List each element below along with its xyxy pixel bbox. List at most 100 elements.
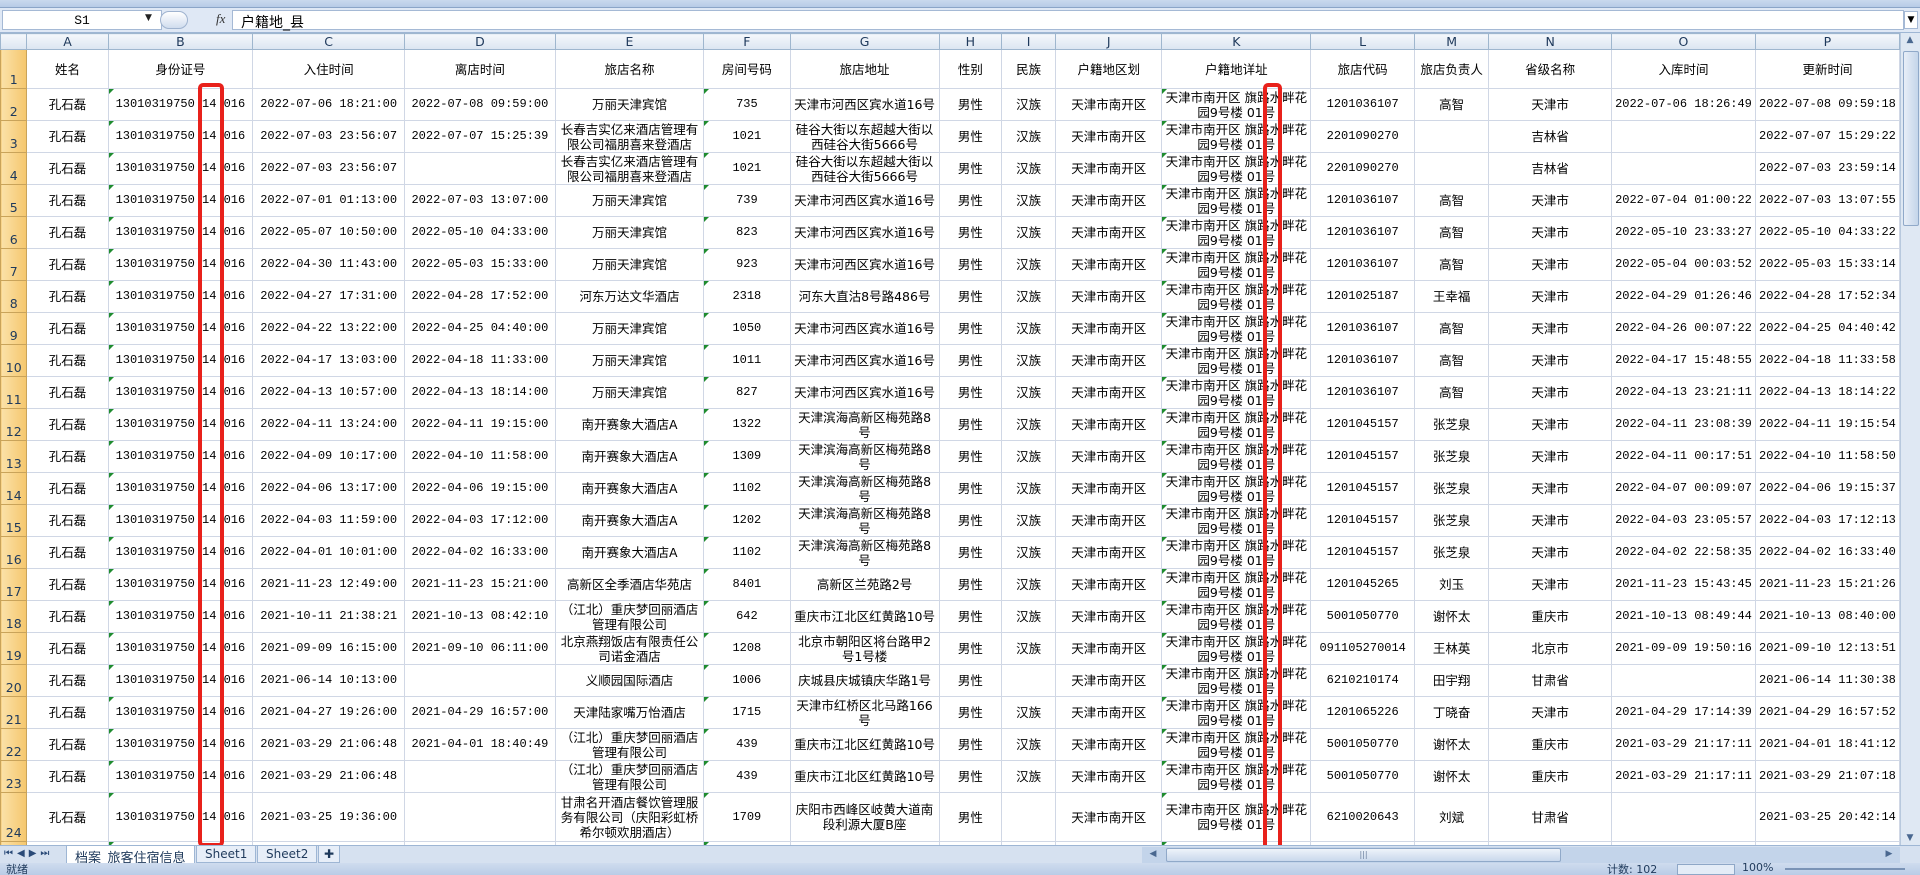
view-mode-buttons[interactable] bbox=[1677, 864, 1735, 875]
cell[interactable]: 13010319750 14 016 bbox=[107, 728, 254, 761]
row-header[interactable]: 16 bbox=[0, 536, 28, 569]
cell[interactable]: 2022-04-29 01:26:46 bbox=[1611, 280, 1756, 313]
cell[interactable]: 2021-10-13 08:40:00 bbox=[1754, 600, 1900, 633]
cell[interactable]: 男性 bbox=[938, 568, 1003, 601]
cell[interactable]: 义顺园国际酒店 bbox=[554, 664, 705, 697]
cell[interactable]: 孔石磊 bbox=[26, 760, 109, 793]
row-header[interactable]: 4 bbox=[0, 152, 28, 185]
cell[interactable]: 天津市 bbox=[1488, 88, 1613, 121]
row-header[interactable]: 14 bbox=[0, 472, 28, 505]
cell[interactable]: 2022-04-25 04:40:00 bbox=[404, 312, 556, 345]
cell[interactable]: 439 bbox=[703, 760, 791, 793]
cell[interactable]: 北京市朝阳区将台路甲2号1号楼 bbox=[789, 632, 940, 665]
cell[interactable]: 天津市南开区 bbox=[1055, 408, 1163, 441]
cell[interactable] bbox=[1001, 664, 1057, 697]
cell[interactable]: 男性 bbox=[938, 216, 1003, 249]
cell[interactable]: 天津市 bbox=[1488, 312, 1613, 345]
cell[interactable]: 2022-04-03 11:59:00 bbox=[252, 504, 406, 537]
header-cell[interactable]: 旅店名称 bbox=[554, 49, 705, 89]
cell[interactable]: 13010319750 14 016 bbox=[107, 664, 254, 697]
header-cell[interactable]: 性别 bbox=[938, 49, 1003, 89]
cell[interactable]: 高智 bbox=[1413, 344, 1490, 377]
cell[interactable]: 天津市南开区 旗路水畔花园9号楼 01号 bbox=[1161, 568, 1312, 601]
cell[interactable]: 2021-10-11 21:38:21 bbox=[252, 600, 406, 633]
cell[interactable]: 2021-04-29 17:14:39 bbox=[1611, 696, 1756, 729]
cell[interactable]: 男性 bbox=[938, 280, 1003, 313]
cell[interactable]: 汉族 bbox=[1001, 600, 1057, 633]
cell[interactable]: 1201045157 bbox=[1310, 504, 1415, 537]
cell[interactable]: 汉族 bbox=[1001, 184, 1057, 217]
cell[interactable]: 男性 bbox=[938, 376, 1003, 409]
cell[interactable]: 天津市南开区 bbox=[1055, 568, 1163, 601]
row-header[interactable]: 8 bbox=[0, 280, 28, 313]
row-header[interactable]: 12 bbox=[0, 408, 28, 441]
cell[interactable]: 2021-04-29 16:57:52 bbox=[1754, 696, 1900, 729]
row-header[interactable]: 7 bbox=[0, 248, 28, 281]
cell[interactable]: 天津市南开区 旗路水畔花园9号楼 01号 bbox=[1161, 696, 1312, 729]
row-header[interactable]: 5 bbox=[0, 184, 28, 217]
cell[interactable]: 1050 bbox=[703, 312, 791, 345]
cell[interactable]: 天津市南开区 bbox=[1055, 88, 1163, 121]
cell[interactable]: 吉林省 bbox=[1488, 120, 1613, 153]
header-cell[interactable]: 省级名称 bbox=[1488, 49, 1613, 89]
cell[interactable]: 天津市南开区 bbox=[1055, 536, 1163, 569]
cell[interactable] bbox=[26, 841, 109, 845]
cell[interactable]: 13010319750 14 016 bbox=[107, 632, 254, 665]
scroll-right-icon[interactable]: ▶ bbox=[1885, 849, 1893, 859]
cell[interactable]: 天津市红桥区北马路166号 bbox=[789, 696, 940, 729]
cell[interactable]: 天津市南开区 旗路水畔花园9号楼 01号 bbox=[1161, 408, 1312, 441]
cell[interactable]: 1201036107 bbox=[1310, 344, 1415, 377]
cell[interactable]: 2021-03-29 21:06:48 bbox=[252, 728, 406, 761]
cell[interactable]: 天津滨海高新区梅苑路8号 bbox=[789, 408, 940, 441]
cell[interactable]: 天津市南开区 bbox=[1055, 728, 1163, 761]
cell[interactable]: 天津市 bbox=[1488, 184, 1613, 217]
cell[interactable]: 13010319750 14 016 bbox=[107, 312, 254, 345]
cell[interactable] bbox=[789, 841, 940, 845]
cell[interactable]: 天津市南开区 bbox=[1055, 760, 1163, 793]
cell[interactable]: 田宇翔 bbox=[1413, 664, 1490, 697]
cell[interactable]: 2022-05-10 04:33:22 bbox=[1754, 216, 1900, 249]
cell[interactable]: 1102 bbox=[703, 536, 791, 569]
cell[interactable]: 天津市河西区宾水道16号 bbox=[789, 376, 940, 409]
cell[interactable]: 甘肃省 bbox=[1488, 664, 1613, 697]
cell[interactable]: 高智 bbox=[1413, 312, 1490, 345]
cell[interactable]: 2021-04-29 16:57:00 bbox=[404, 696, 556, 729]
cell[interactable]: 1102 bbox=[703, 472, 791, 505]
row-header[interactable]: 17 bbox=[0, 568, 28, 601]
cell[interactable]: 2022-05-10 04:33:00 bbox=[404, 216, 556, 249]
cell[interactable]: 1309 bbox=[703, 440, 791, 473]
cell[interactable]: 男性 bbox=[938, 440, 1003, 473]
expand-formula-bar-icon[interactable]: ▼ bbox=[1904, 11, 1918, 29]
cell[interactable]: 天津市南开区 bbox=[1055, 152, 1163, 185]
scroll-left-icon[interactable]: ◀ bbox=[1149, 849, 1157, 859]
cell[interactable]: 2021-03-25 19:36:00 bbox=[252, 792, 406, 842]
cell[interactable]: 2022-07-08 09:59:18 bbox=[1754, 88, 1900, 121]
cell[interactable]: 男性 bbox=[938, 184, 1003, 217]
cell[interactable]: 2022-05-10 23:33:27 bbox=[1611, 216, 1756, 249]
cell[interactable]: 北京燕翔饭店有限责任公司诺金酒店 bbox=[554, 632, 705, 665]
cell[interactable]: 1322 bbox=[703, 408, 791, 441]
scroll-down-icon[interactable]: ▼ bbox=[1906, 833, 1914, 843]
cell[interactable]: 2022-07-03 23:56:07 bbox=[252, 152, 406, 185]
cell[interactable]: 天津市南开区 旗路水畔花园9号楼 01号 bbox=[1161, 792, 1312, 842]
cell[interactable]: 孔石磊 bbox=[26, 632, 109, 665]
column-header[interactable]: H bbox=[938, 33, 1003, 50]
cell[interactable]: 吉林省 bbox=[1488, 152, 1613, 185]
header-cell[interactable]: 户籍地区划 bbox=[1055, 49, 1163, 89]
cell[interactable]: 河东万达文华酒店 bbox=[554, 280, 705, 313]
cell[interactable]: 天津市 bbox=[1488, 440, 1613, 473]
cell[interactable]: 汉族 bbox=[1001, 248, 1057, 281]
cell[interactable]: 高智 bbox=[1413, 184, 1490, 217]
cell[interactable]: 2022-04-28 17:52:00 bbox=[404, 280, 556, 313]
header-cell[interactable]: 入住时间 bbox=[252, 49, 406, 89]
cell[interactable]: 2022-04-03 17:12:13 bbox=[1754, 504, 1900, 537]
cell[interactable]: 天津市南开区 旗路水畔花园9号楼 01号 bbox=[1161, 88, 1312, 121]
row-header[interactable]: 23 bbox=[0, 760, 28, 793]
row-header[interactable] bbox=[0, 841, 28, 845]
cell[interactable]: 2022-07-03 23:56:07 bbox=[252, 120, 406, 153]
cell[interactable]: 2022-04-02 16:33:40 bbox=[1754, 536, 1900, 569]
cell[interactable]: 高智 bbox=[1413, 216, 1490, 249]
sheet-nav-arrows-icon[interactable]: ⏮◀▶⏭ bbox=[4, 848, 54, 859]
cell[interactable]: 男性 bbox=[938, 632, 1003, 665]
cell[interactable]: 天津市河西区宾水道16号 bbox=[789, 184, 940, 217]
